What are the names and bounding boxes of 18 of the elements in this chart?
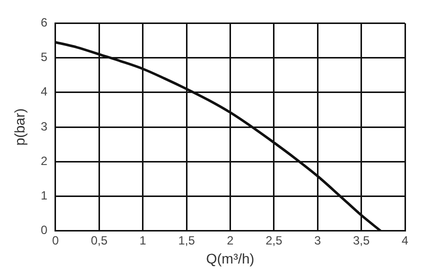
y-tick-label: 1 [40,188,48,203]
y-tick-label: 5 [40,50,48,64]
y-tick-label: 2 [40,154,48,168]
x-tick-label: 4 [402,233,409,248]
x-tick-label: 3 [314,233,322,248]
x-tick-label: 1,5 [178,233,196,248]
x-axis-title: Q(m³/h) [206,250,254,266]
y-tick-label: 4 [40,84,48,99]
x-tick-label: 3,5 [352,233,370,248]
x-tick-label: 2 [226,233,234,248]
x-tick-label: 0,5 [90,233,108,248]
x-tick-label: 2,5 [266,233,283,248]
y-tick-label: 0 [40,223,48,238]
y-axis-title: p(bar) [11,108,28,146]
x-tick-label: 1 [140,233,147,248]
y-tick-label: 6 [40,16,48,30]
x-tick-label: 0 [52,233,60,248]
y-tick-label: 3 [40,119,48,134]
